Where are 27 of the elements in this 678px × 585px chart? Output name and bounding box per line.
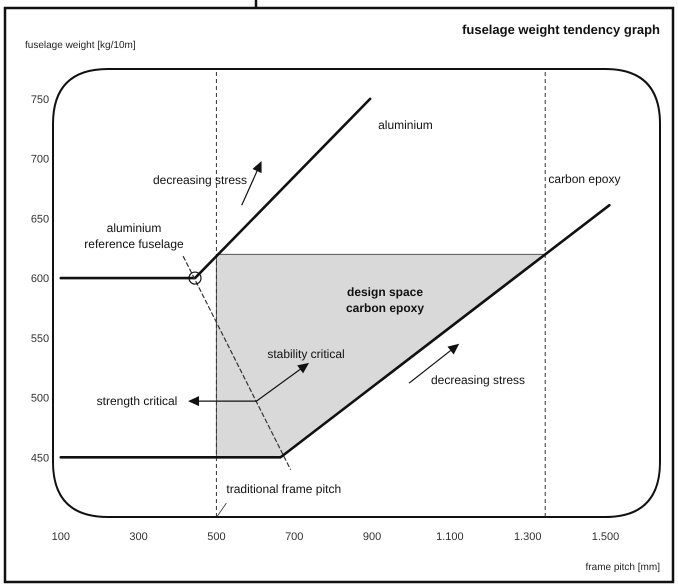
ref-line-label: traditional frame pitch [226,482,342,496]
x-tick-label: 500 [207,531,226,543]
x-tick-label: 1.500 [592,531,620,543]
x-tick-label: 100 [52,531,70,543]
annotation: strength critical [96,394,178,408]
annotation: decreasing stress [430,373,526,387]
x-tick-label: 1.100 [436,531,464,543]
x-tick-label: 900 [362,531,382,543]
series-label: carbon epoxy [548,172,620,186]
chart-title: fuselage weight tendency graph [462,22,660,37]
y-tick-label: 500 [30,392,50,405]
y-tick-label: 650 [30,213,50,226]
y-tick-label: 750 [30,94,50,106]
x-tick-label: 700 [285,531,304,543]
y-tick-label: 700 [30,154,50,166]
annotation: stability critical [267,347,345,361]
series-label: aluminium [378,118,433,132]
y-axis-title: fuselage weight [kg/10m] [25,40,136,51]
x-axis-title: frame pitch [mm] [586,562,660,573]
x-tick-label: 300 [129,531,148,543]
y-tick-label: 600 [30,273,50,286]
annotation: aluminium reference fuselage [84,221,184,251]
annotation: decreasing stress [152,173,248,187]
annotation: design space carbon epoxy [346,285,424,315]
x-tick-label: 1.300 [514,531,542,543]
y-tick-label: 550 [30,332,50,345]
y-tick-label: 450 [30,452,50,464]
